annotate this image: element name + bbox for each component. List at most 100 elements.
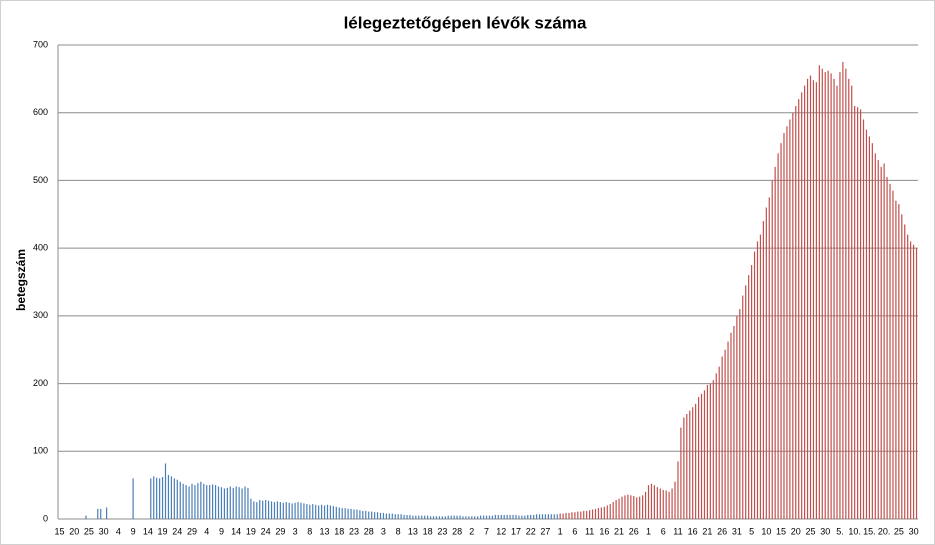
- bar: [267, 500, 270, 519]
- bar: [647, 485, 650, 519]
- bar: [792, 112, 794, 519]
- bar: [674, 481, 676, 519]
- bar: [226, 487, 228, 519]
- bar: [851, 85, 853, 519]
- x-tick-label: 19: [246, 526, 256, 536]
- x-tick-label: 10: [761, 526, 771, 536]
- bar: [371, 511, 373, 519]
- x-tick-label: 27: [540, 526, 550, 536]
- bar: [857, 107, 859, 519]
- bar: [397, 514, 399, 519]
- bar: [456, 515, 458, 519]
- bar: [150, 478, 152, 519]
- bar: [874, 153, 876, 520]
- bar: [241, 488, 243, 519]
- x-tick-label: 17: [511, 526, 521, 536]
- bar: [521, 515, 523, 519]
- y-tick-label: 0: [43, 513, 48, 523]
- bar: [709, 383, 711, 519]
- x-tick-label: 29: [275, 526, 285, 536]
- x-tick-label: 4: [204, 526, 209, 536]
- x-tick-label: 8: [307, 526, 312, 536]
- bar: [332, 506, 334, 519]
- bar: [256, 502, 258, 519]
- bar: [294, 502, 296, 519]
- bar: [636, 497, 638, 519]
- bar: [565, 512, 567, 519]
- x-tick-label: 4: [116, 526, 121, 536]
- bar: [105, 507, 108, 519]
- bar: [553, 514, 555, 519]
- bar: [164, 463, 167, 519]
- x-tick-label: 5: [749, 526, 754, 536]
- bar: [480, 515, 482, 519]
- x-tick-label: 30: [909, 526, 919, 536]
- bar: [220, 487, 223, 519]
- bar: [385, 513, 387, 519]
- bar: [777, 153, 779, 520]
- bar: [659, 488, 661, 519]
- bar: [250, 498, 252, 519]
- bar: [494, 514, 496, 519]
- chart-title: lélegeztetőgépen lévők száma: [344, 13, 587, 32]
- bar: [285, 502, 287, 519]
- bar: [677, 461, 679, 519]
- bar: [482, 515, 485, 519]
- bar: [656, 487, 658, 519]
- bar: [262, 500, 264, 519]
- bar: [562, 513, 564, 519]
- bar: [606, 505, 608, 519]
- bar: [812, 80, 815, 519]
- bar: [206, 485, 208, 519]
- bar: [633, 495, 635, 519]
- bar: [353, 509, 355, 519]
- bar: [418, 515, 420, 519]
- bar: [756, 241, 759, 519]
- bar: [697, 397, 700, 519]
- bar: [535, 514, 538, 519]
- bar: [100, 508, 102, 519]
- bar: [191, 483, 193, 519]
- bar: [845, 68, 847, 519]
- x-tick-label: 26: [629, 526, 639, 536]
- bar: [365, 510, 367, 519]
- bar: [600, 507, 602, 519]
- bar: [391, 513, 393, 519]
- y-tick-label: 400: [33, 243, 48, 253]
- bar: [203, 483, 205, 519]
- x-tick-label: 23: [349, 526, 359, 536]
- bar: [232, 487, 234, 519]
- bar: [544, 514, 547, 519]
- bar: [424, 515, 426, 519]
- bar: [179, 481, 181, 519]
- bar: [904, 224, 906, 519]
- bar: [804, 85, 806, 519]
- bar: [238, 487, 240, 519]
- bar: [883, 163, 885, 519]
- bar: [580, 511, 582, 519]
- bar: [488, 515, 491, 519]
- bar: [347, 508, 349, 519]
- bar: [559, 513, 561, 519]
- bar: [750, 265, 753, 519]
- y-tick-label: 100: [33, 446, 48, 456]
- bar: [692, 407, 694, 519]
- x-tick-label: 25: [894, 526, 904, 536]
- bar: [350, 508, 352, 519]
- bar: [356, 509, 358, 519]
- bar: [515, 514, 517, 519]
- bar: [533, 514, 535, 519]
- y-tick-label: 200: [33, 378, 48, 388]
- bar: [315, 504, 317, 519]
- x-tick-label: 6: [661, 526, 666, 536]
- bar: [527, 514, 529, 519]
- bar: [156, 477, 158, 519]
- bar: [282, 502, 284, 519]
- x-tick-label: 13: [320, 526, 330, 536]
- bar: [503, 514, 505, 519]
- x-tick-label: 13: [408, 526, 418, 536]
- bar: [865, 129, 868, 519]
- bar: [465, 516, 467, 519]
- x-tick-label: 22: [526, 526, 536, 536]
- x-tick-label: 6: [572, 526, 577, 536]
